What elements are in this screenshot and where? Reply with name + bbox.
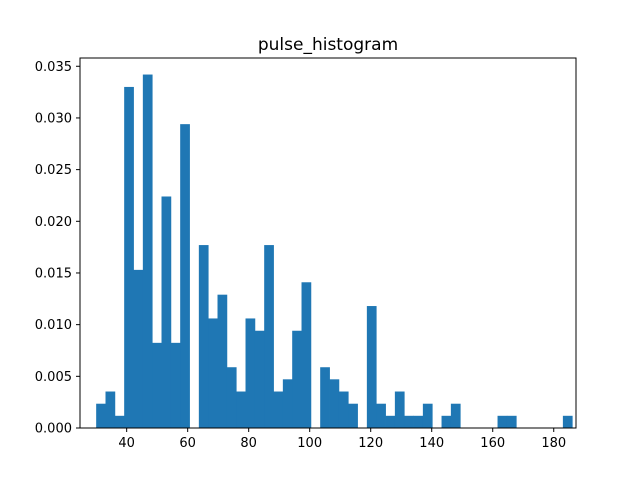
histogram-bar — [245, 318, 256, 428]
histogram-bar — [394, 391, 405, 428]
histogram-bar — [161, 196, 172, 428]
y-tick-label: 0.000 — [35, 422, 72, 437]
plot-frame — [79, 57, 577, 429]
y-tick-label: 0.035 — [35, 60, 72, 75]
histogram-bar — [96, 403, 106, 428]
histogram-bar — [450, 403, 461, 428]
y-tick-label: 0.020 — [35, 215, 72, 230]
histogram-bar — [236, 391, 246, 428]
histogram-bar — [105, 391, 116, 428]
x-axis: 40 60 80 100 120 140 160 180 — [118, 428, 566, 451]
histogram-bar — [413, 415, 424, 428]
histogram-bar — [180, 124, 190, 429]
y-tick-label: 0.010 — [35, 318, 72, 333]
histogram-bar — [292, 330, 302, 428]
histogram-bar — [385, 415, 396, 428]
histogram-bar — [152, 342, 162, 428]
histogram-bar — [208, 318, 218, 428]
histogram-bar — [329, 379, 340, 428]
histogram-bar — [404, 415, 414, 428]
histogram-bar — [124, 86, 134, 428]
y-tick-label: 0.025 — [35, 163, 72, 178]
histogram-bar — [217, 294, 228, 428]
x-tick-label: 80 — [240, 436, 257, 451]
y-tick-label: 0.015 — [35, 266, 72, 281]
x-tick-label: 160 — [480, 436, 505, 451]
histogram-bar — [273, 391, 284, 428]
x-tick-label: 40 — [118, 436, 135, 451]
histogram-bar — [282, 379, 293, 428]
histogram-bar — [170, 342, 181, 428]
histogram-bar — [301, 282, 312, 428]
histogram-bar — [422, 403, 433, 428]
histogram-bar — [198, 245, 209, 428]
histogram-bar — [562, 415, 573, 428]
x-tick-label: 100 — [297, 436, 322, 451]
y-tick-label: 0.030 — [35, 111, 72, 126]
x-tick-label: 120 — [358, 436, 383, 451]
histogram-bars — [96, 74, 573, 429]
x-tick-label: 60 — [179, 436, 196, 451]
histogram-bar — [366, 306, 377, 428]
histogram-bar — [226, 367, 237, 428]
histogram-bar — [114, 415, 125, 428]
histogram-bar — [497, 415, 508, 428]
histogram-bar — [254, 330, 265, 428]
chart-title: pulse_histogram — [258, 35, 398, 55]
y-tick-label: 0.005 — [35, 370, 72, 385]
histogram-bar — [506, 415, 517, 428]
y-axis: 0.000 0.005 0.010 0.015 0.020 0.025 0.030 0.035 — [35, 60, 80, 437]
histogram-bar — [376, 403, 386, 428]
histogram-bar — [338, 391, 349, 428]
histogram-bar — [142, 74, 153, 428]
histogram-bar — [441, 415, 452, 428]
x-tick-label: 180 — [541, 436, 566, 451]
histogram-bar — [348, 403, 358, 428]
x-tick-label: 140 — [419, 436, 444, 451]
histogram-bar — [264, 245, 274, 428]
histogram-bar — [133, 269, 144, 428]
histogram-bar — [320, 367, 330, 428]
